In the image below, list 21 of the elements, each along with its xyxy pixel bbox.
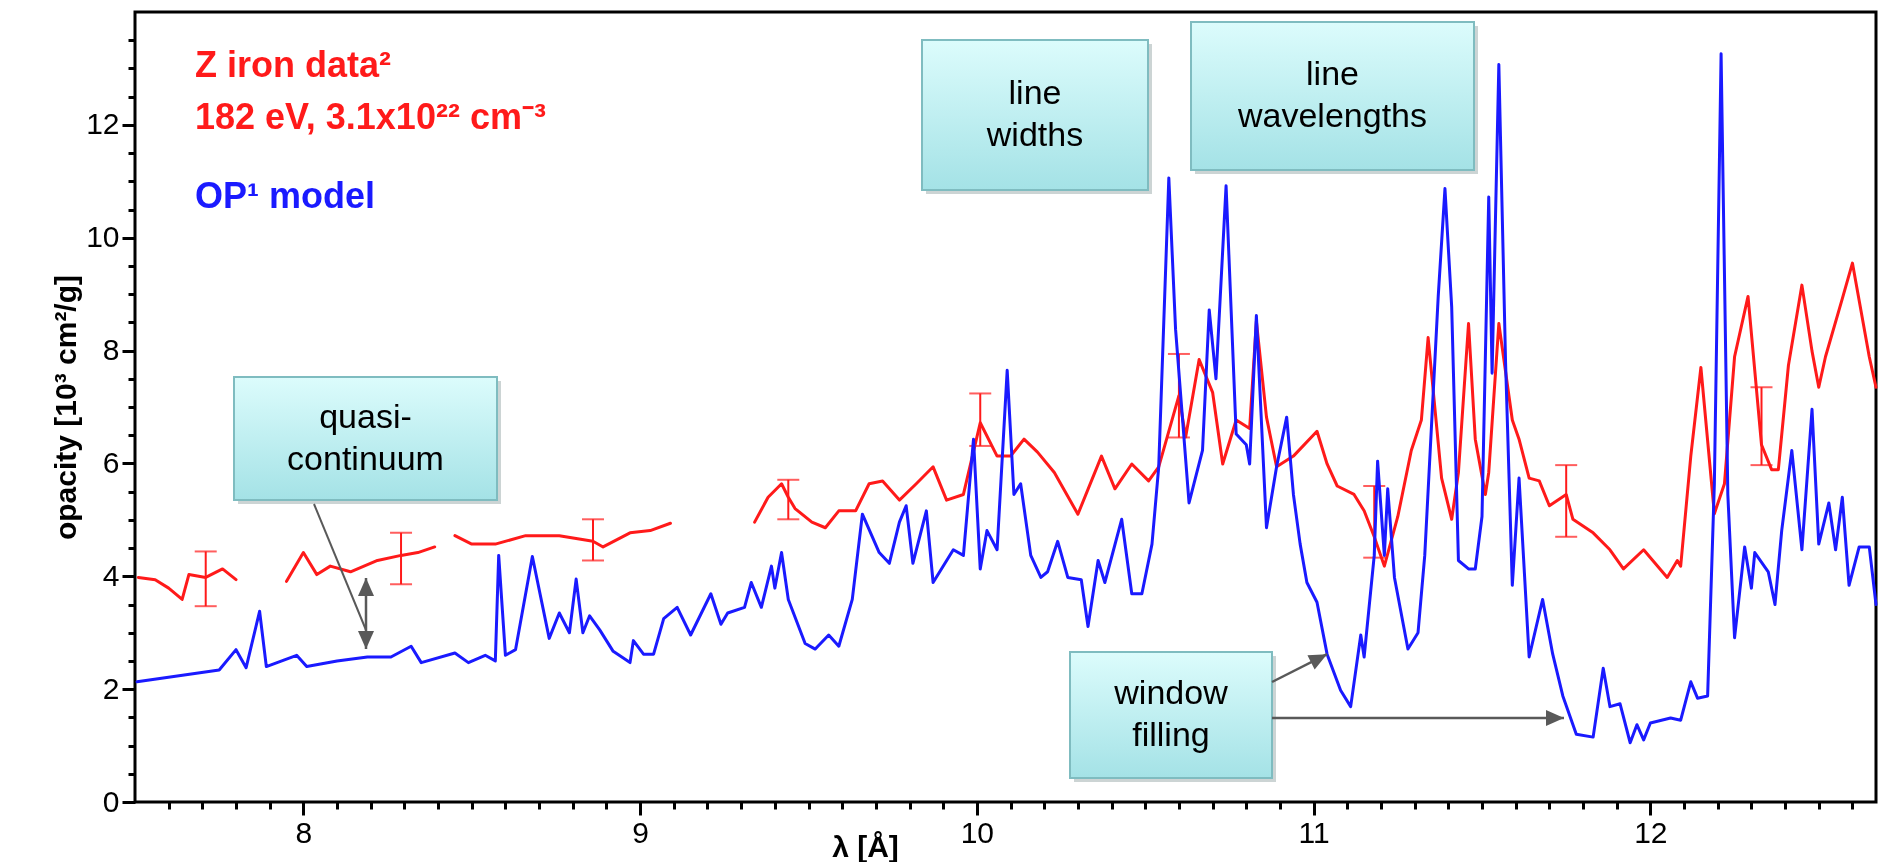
y-tick-label: 6 (102, 445, 120, 479)
annotation: line wavelengths (1236, 54, 1428, 134)
x-tick-label: 9 (632, 815, 649, 849)
x-tick-label: 8 (295, 815, 313, 849)
y-tick-label: 2 (102, 671, 120, 705)
text: OP¹ model (195, 175, 376, 216)
x-tick-label: 10 (960, 815, 995, 849)
x-tick-label: 12 (1634, 815, 1668, 849)
annotation: quasi-continuum (287, 396, 444, 477)
text: Z iron data² (195, 44, 392, 85)
annotation: line widths (985, 73, 1084, 153)
y-tick-label: 4 (102, 558, 120, 592)
y-tick-label: 8 (102, 333, 120, 367)
y-tick-label: 10 (86, 220, 120, 254)
y-tick-label: 12 (86, 107, 120, 141)
x-tick-label: 11 (1298, 815, 1330, 849)
x-axis-title: λ [Å] (832, 829, 899, 862)
annotation: 182 eV, 3.1x10²² cm⁻³ (195, 96, 546, 137)
y-tick-label: 0 (102, 784, 120, 818)
y-axis-title: opacity [10³ cm²/g] (49, 274, 83, 541)
annotation: window filling (1113, 673, 1229, 753)
